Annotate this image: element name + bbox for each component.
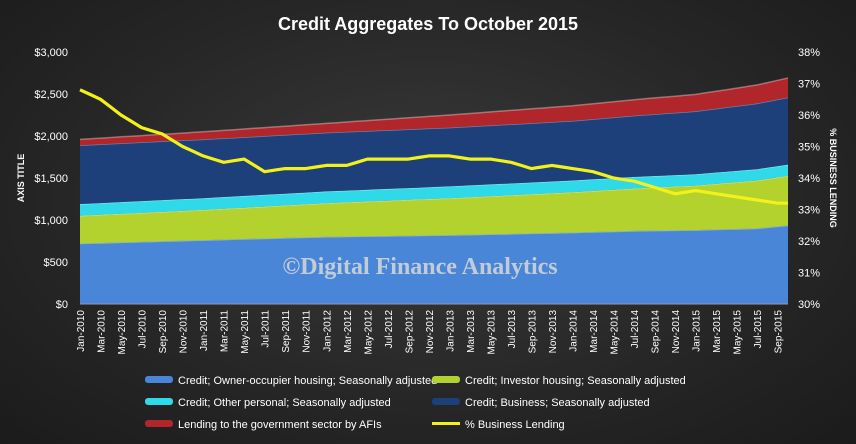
x-tick-label: May-2013 (486, 310, 497, 355)
x-tick-label: Jul-2015 (753, 310, 764, 349)
x-tick-label: May-2011 (240, 310, 251, 354)
x-tick-label: May-2012 (363, 310, 374, 355)
x-tick-label: Nov-2014 (671, 310, 682, 354)
y-left-tick-label: $3,000 (34, 47, 68, 59)
x-tick-label: Mar-2014 (589, 310, 600, 353)
y-right-axis-title: % BUSINESS LENDING (828, 128, 838, 228)
area-edge-5 (79, 77, 789, 141)
x-tick-label: Jul-2012 (384, 310, 395, 349)
legend-swatch (145, 376, 173, 383)
area-series-2 (80, 175, 788, 244)
x-tick-label: May-2014 (610, 310, 621, 355)
x-tick-label: Mar-2012 (343, 310, 354, 353)
x-tick-label: Mar-2011 (220, 310, 231, 352)
y-right-tick-label: 37% (798, 79, 820, 91)
x-tick-label: Nov-2012 (425, 310, 436, 354)
x-tick-label: Mar-2015 (712, 310, 723, 353)
x-tick-label: Mar-2010 (97, 310, 108, 353)
legend-swatch (145, 398, 173, 405)
y-left-axis-title: AXIS TITLE (16, 154, 26, 203)
legend: Credit; Owner-occupier housing; Seasonal… (145, 375, 686, 431)
x-axis: Jan-2010 Mar-2010 May-2010 Jul-2010 Sep-2010… (76, 303, 788, 355)
x-tick-label: Sep-2012 (404, 310, 415, 354)
business-lending-line (79, 88, 788, 205)
x-tick-label: Nov-2010 (179, 310, 190, 354)
legend-swatch (432, 422, 460, 425)
x-tick-label: Jan-2015 (692, 310, 703, 352)
legend-label: Lending to the government sector by AFIs (178, 419, 382, 431)
legend-label: Credit; Other personal; Seasonally adjus… (178, 397, 391, 409)
y-left-tick-label: $500 (44, 257, 68, 269)
area-series-5 (80, 78, 788, 146)
x-tick-label: Jul-2011 (261, 310, 272, 348)
y-right-tick-label: 33% (798, 205, 820, 217)
chart-title: Credit Aggregates To October 2015 (278, 14, 578, 34)
x-tick-label: Jan-2014 (569, 310, 580, 352)
x-tick-label: Jan-2012 (322, 310, 333, 352)
y-left-tick-label: $1,000 (34, 215, 68, 227)
y-right-tick-label: 30% (798, 299, 820, 311)
y-left-tick-label: $2,000 (34, 131, 68, 143)
x-tick-label: Nov-2013 (548, 310, 559, 354)
x-tick-label: Sep-2015 (774, 310, 785, 354)
legend-label: Credit; Business; Seasonally adjusted (465, 397, 650, 409)
x-tick-label: Jan-2010 (76, 310, 87, 352)
y-right-tick-label: 38% (798, 47, 820, 59)
x-tick-label: Nov-2011 (302, 310, 313, 353)
x-tick-label: Jan-2011 (199, 310, 210, 351)
x-tick-label: May-2010 (117, 310, 128, 355)
legend-label: % Business Lending (465, 419, 565, 431)
y-left-axis: $0 $500 $1,000 $1,500 $2,000 $2,500 $3,000 (34, 47, 68, 311)
x-tick-label: Sep-2013 (528, 310, 539, 354)
x-tick-label: Jul-2010 (138, 310, 149, 349)
y-right-tick-label: 36% (798, 110, 820, 122)
y-left-tick-label: $0 (56, 299, 68, 311)
x-tick-label: Mar-2013 (466, 310, 477, 353)
x-tick-label: Jul-2014 (630, 310, 641, 349)
watermark: ©Digital Finance Analytics (282, 254, 557, 280)
x-tick-label: May-2015 (733, 310, 744, 355)
y-right-tick-label: 32% (798, 236, 820, 248)
x-tick-label: Sep-2011 (281, 310, 292, 353)
legend-swatch (432, 376, 460, 383)
y-right-tick-label: 31% (798, 268, 820, 280)
line-series-business-lending (79, 88, 788, 205)
x-tick-label: Sep-2010 (158, 310, 169, 354)
y-left-tick-label: $1,500 (34, 173, 68, 185)
y-right-axis: 30% 31% 32% 33% 34% 35% 36% 37% 38% (798, 47, 820, 311)
x-tick-label: Jul-2013 (507, 310, 518, 349)
legend-swatch (432, 398, 460, 405)
legend-label: Credit; Investor housing; Seasonally adj… (465, 375, 686, 387)
area-series-1 (80, 225, 788, 304)
legend-label: Credit; Owner-occupier housing; Seasonal… (178, 375, 437, 387)
x-tick-label: Jan-2013 (445, 310, 456, 352)
area-series-3 (80, 164, 788, 216)
y-right-tick-label: 35% (798, 142, 820, 154)
legend-swatch (145, 420, 173, 427)
y-left-tick-label: $2,500 (34, 89, 68, 101)
y-right-tick-label: 34% (798, 173, 820, 185)
x-tick-label: Sep-2014 (651, 310, 662, 354)
